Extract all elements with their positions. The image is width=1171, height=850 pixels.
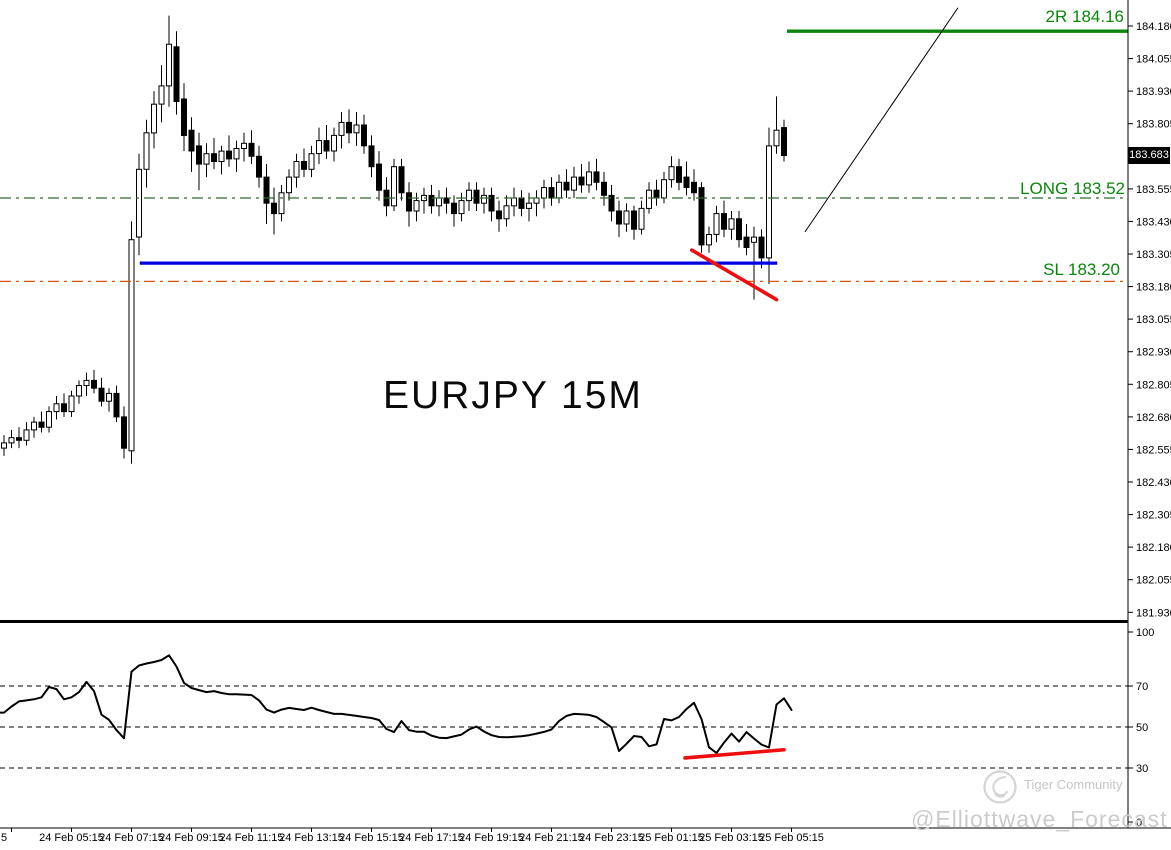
svg-text:181.930: 181.930 [1136, 607, 1171, 619]
oscillator-trendline [683, 747, 786, 760]
svg-text:183.305: 183.305 [1136, 249, 1171, 261]
current-price-box: 183.683 [1128, 147, 1170, 164]
svg-text:24 Feb 07:15: 24 Feb 07:15 [99, 832, 164, 844]
svg-text:100: 100 [1136, 627, 1154, 639]
svg-text:24 Feb 11:15: 24 Feb 11:15 [219, 832, 283, 844]
svg-text:25 Feb 05:15: 25 Feb 05:15 [759, 832, 824, 844]
svg-text:24 Feb 21:15: 24 Feb 21:15 [519, 832, 584, 844]
svg-text:183.555: 183.555 [1136, 184, 1171, 196]
tiger-community-logo-icon [981, 768, 1019, 806]
svg-text:183.180: 183.180 [1136, 282, 1171, 294]
svg-text:25 Feb 01:15: 25 Feb 01:15 [639, 832, 704, 844]
svg-text:183.055: 183.055 [1136, 314, 1171, 326]
svg-text:184.180: 184.180 [1136, 21, 1171, 33]
overlay-lines [0, 7, 1129, 302]
svg-text:5: 5 [1, 832, 7, 844]
svg-text:24 Feb 17:15: 24 Feb 17:15 [399, 832, 464, 844]
watermark-community-text: Tiger Community [1024, 777, 1123, 792]
svg-text:183.430: 183.430 [1136, 216, 1171, 228]
svg-text:182.930: 182.930 [1136, 347, 1171, 359]
svg-text:24 Feb 19:15: 24 Feb 19:15 [459, 832, 524, 844]
svg-text:50: 50 [1136, 722, 1148, 734]
svg-text:182.430: 182.430 [1136, 477, 1171, 489]
svg-text:70: 70 [1136, 681, 1148, 693]
price-axis: 184.180 184.055 183.930 183.805 183.555 183.4… [1127, 0, 1171, 828]
watermark-handle-text: @Elliottwave_Forecast [911, 806, 1168, 832]
svg-text:182.055: 182.055 [1136, 575, 1171, 587]
svg-text:24 Feb 15:15: 24 Feb 15:15 [339, 832, 404, 844]
svg-text:183.805: 183.805 [1136, 119, 1171, 131]
svg-text:0: 0 [1136, 817, 1142, 829]
svg-text:182.305: 182.305 [1136, 510, 1171, 522]
panel-separator [0, 620, 1128, 623]
long-entry-label: LONG 183.52 [1020, 179, 1125, 198]
svg-text:24 Feb 13:15: 24 Feb 13:15 [279, 832, 344, 844]
svg-text:24 Feb 05:15: 24 Feb 05:15 [39, 832, 104, 844]
stop-loss-label: SL 183.20 [1043, 260, 1120, 279]
symbol-timeframe-title: EURJPY 15M [383, 374, 643, 417]
svg-text:30: 30 [1136, 763, 1148, 775]
svg-text:184.055: 184.055 [1136, 54, 1171, 66]
resistance-2r-label: 2R 184.16 [1045, 7, 1124, 26]
svg-text:182.680: 182.680 [1136, 412, 1171, 424]
svg-text:24 Feb 09:15: 24 Feb 09:15 [159, 832, 224, 844]
svg-text:182.180: 182.180 [1136, 542, 1171, 554]
oscillator-panel: 100 70 50 30 0 [0, 627, 1154, 829]
svg-text:182.805: 182.805 [1136, 379, 1171, 391]
svg-text:24 Feb 23:15: 24 Feb 23:15 [579, 832, 644, 844]
svg-text:182.555: 182.555 [1136, 444, 1171, 456]
svg-text:183.930: 183.930 [1136, 86, 1171, 98]
svg-text:25 Feb 03:15: 25 Feb 03:15 [699, 832, 764, 844]
oscillator-line [0, 654, 793, 754]
